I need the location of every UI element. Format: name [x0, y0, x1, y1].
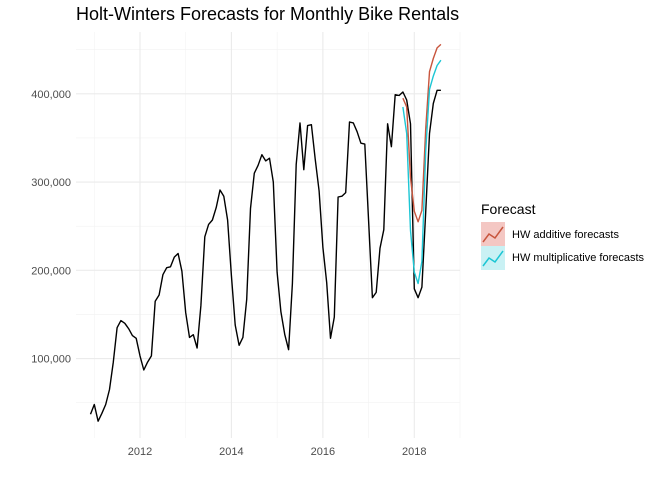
legend-key-multiplicative [481, 246, 505, 270]
legend: Forecast HW additive forecasts HW multip… [481, 201, 645, 270]
axis-ticks: 2012 2014 2016 2018 100,000 200,000 300,000 400… [31, 89, 426, 458]
chart-title: Holt-Winters Forecasts for Monthly Bike … [76, 4, 459, 24]
y-tick-label: 400,000 [31, 89, 71, 101]
legend-line-additive [482, 226, 504, 243]
series-lines [89, 43, 442, 422]
legend-entry-additive: HW additive forecasts [481, 222, 619, 246]
x-tick-label: 2016 [311, 446, 335, 458]
grid-lines [76, 32, 461, 438]
y-tick-label: 200,000 [31, 265, 71, 277]
series-line-hw-multiplicative [402, 59, 442, 285]
x-tick-label: 2014 [219, 446, 243, 458]
y-tick-label: 100,000 [31, 354, 71, 366]
legend-title: Forecast [481, 201, 536, 217]
legend-label-multiplicative: HW multiplicative forecasts [512, 252, 645, 264]
legend-key-additive [481, 222, 505, 246]
series-line-hw-additive [402, 43, 442, 223]
legend-entry-multiplicative: HW multiplicative forecasts [481, 246, 645, 270]
series-line-actual [89, 89, 441, 422]
x-tick-label: 2012 [128, 446, 152, 458]
legend-label-additive: HW additive forecasts [512, 229, 619, 241]
x-tick-label: 2018 [402, 446, 426, 458]
y-tick-label: 300,000 [31, 177, 71, 189]
legend-line-multiplicative [482, 250, 504, 267]
